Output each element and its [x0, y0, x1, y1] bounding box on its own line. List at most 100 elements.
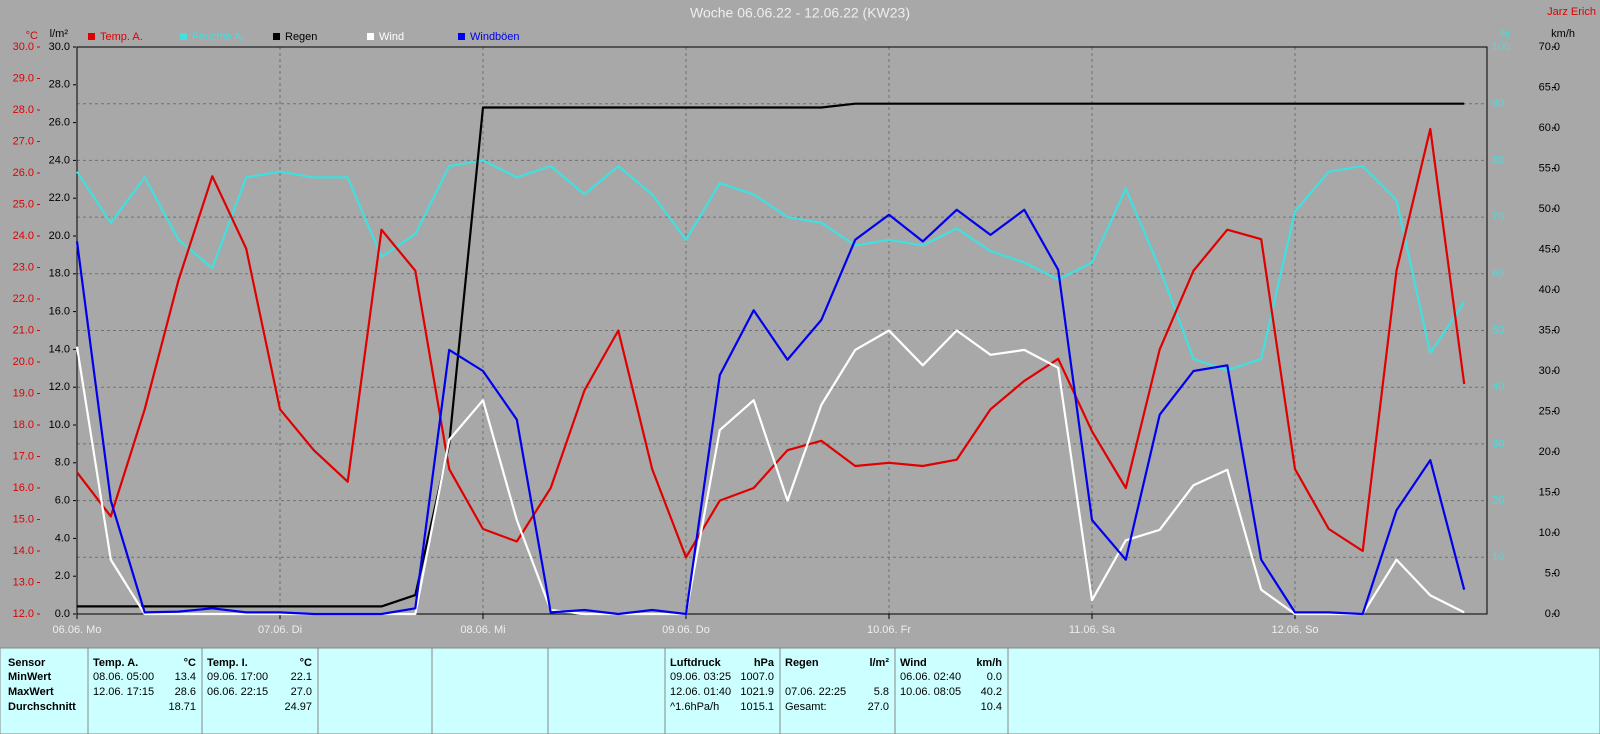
yticks-label: 25.0 — [13, 198, 34, 210]
series-line — [76, 159, 1466, 372]
x-tick-label: 07.06. Di — [258, 624, 302, 636]
yticks-label: 23.0 — [13, 261, 34, 273]
legend-label: Windböen — [470, 31, 520, 43]
cell-label: 09.06. 17:00 — [207, 671, 268, 683]
y3-tick-label: 60 — [1492, 268, 1504, 280]
y3-tick-label: 10 — [1492, 551, 1504, 563]
y-axis-label: °C — [26, 30, 38, 42]
y3-tick-label: 100 — [1492, 41, 1510, 53]
cell-label: 12.06. 17:15 — [93, 686, 154, 698]
yticks-label: 17.0 — [13, 450, 34, 462]
plot-border — [76, 46, 1488, 615]
table-cell — [201, 647, 319, 734]
cell-label: ^1.6hPa/h — [670, 701, 719, 713]
legend-label: Feuchte A. — [192, 31, 245, 43]
cell-value: 18.71 — [168, 701, 196, 713]
cell-value: 40.2 — [981, 686, 1002, 698]
y4ticks-label: 70.0 — [1539, 41, 1560, 53]
cell-label: 07.06. 22:25 — [785, 686, 846, 698]
y2ticks-label: 18.0 — [49, 268, 70, 280]
series-line — [75, 208, 1466, 616]
col-unit: km/h — [976, 657, 1002, 669]
table-cell — [894, 647, 1009, 734]
cell-label: 10.06. 08:05 — [900, 686, 961, 698]
cell-value: 5.8 — [874, 686, 889, 698]
cell-value: 1015.1 — [740, 701, 774, 713]
table-cell — [1007, 647, 1600, 734]
x-tick-label: 06.06. Mo — [53, 624, 102, 636]
y4ticks-label: 20.0 — [1539, 446, 1560, 458]
y4ticks-label: 65.0 — [1539, 81, 1560, 93]
cell-value: 27.0 — [291, 686, 312, 698]
row-label: MaxWert — [8, 686, 54, 698]
col-header: Luftdruck — [670, 657, 722, 669]
x-tick-label: 10.06. Fr — [867, 624, 911, 636]
cell-label: 08.06. 05:00 — [93, 671, 154, 683]
col-header: Wind — [900, 657, 927, 669]
legend-label: Wind — [379, 31, 404, 43]
y3-tick-label: 80 — [1492, 154, 1504, 166]
yticks-label: 28.0 — [13, 104, 34, 116]
row-label: Durchschnitt — [8, 701, 76, 713]
y2ticks-label: 24.0 — [49, 154, 70, 166]
cell-label: 09.06. 03:25 — [670, 671, 731, 683]
y4ticks-label: 55.0 — [1539, 162, 1560, 174]
cell-label: Gesamt: — [785, 701, 827, 713]
col-unit: hPa — [754, 657, 775, 669]
y3-tick-label: 50 — [1492, 324, 1504, 336]
y3-tick-label: 40 — [1492, 381, 1504, 393]
legend-swatch — [88, 33, 95, 40]
table-cell — [779, 647, 896, 734]
y2ticks-label: 28.0 — [49, 79, 70, 91]
x-tick-label: 12.06. So — [1271, 624, 1318, 636]
y4ticks-label: 40.0 — [1539, 284, 1560, 296]
x-tick-label: 11.06. Sa — [1069, 624, 1116, 636]
yticks-label: 22.0 — [13, 293, 34, 305]
y2ticks-label: 6.0 — [55, 495, 70, 507]
legend-swatch — [180, 33, 187, 40]
yticks-label: 24.0 — [13, 230, 34, 242]
y3-tick-label: 90 — [1492, 98, 1504, 110]
row-label: MinWert — [8, 671, 52, 683]
cell-value: 10.4 — [981, 701, 1002, 713]
yticks-label: 21.0 — [13, 324, 34, 336]
cell-value: 28.6 — [175, 686, 196, 698]
legend-swatch — [367, 33, 374, 40]
col-unit: l/m² — [869, 657, 889, 669]
col-unit: °C — [300, 657, 312, 669]
y2-axis-label: l/m² — [50, 28, 69, 40]
yticks-label: 16.0 — [13, 482, 34, 494]
y2ticks-label: 12.0 — [49, 381, 70, 393]
cell-label: 06.06. 02:40 — [900, 671, 961, 683]
yticks-label: 18.0 — [13, 419, 34, 431]
cell-value: 0.0 — [987, 671, 1002, 683]
table-cell — [547, 647, 666, 734]
yticks-label: 27.0 — [13, 135, 34, 147]
yticks-label: 14.0 — [13, 545, 34, 557]
cell-value: 24.97 — [284, 701, 312, 713]
cell-value: 1007.0 — [740, 671, 774, 683]
x-tick-label: 08.06. Mi — [460, 624, 505, 636]
y2ticks-label: 4.0 — [55, 532, 70, 544]
legend-label: Regen — [285, 31, 317, 43]
col-header: Temp. A. — [93, 657, 138, 669]
table-cell — [0, 647, 89, 734]
y3-tick-label: 70 — [1492, 211, 1504, 223]
cell-value: 13.4 — [175, 671, 196, 683]
series-line — [76, 127, 1466, 559]
yticks-label: 20.0 — [13, 356, 34, 368]
y3-axis-label: % — [1500, 28, 1510, 40]
y4ticks-label: 60.0 — [1539, 122, 1560, 134]
legend-swatch — [273, 33, 280, 40]
y2ticks-label: 30.0 — [49, 41, 70, 53]
y3-tick-label: 20 — [1492, 495, 1504, 507]
table-cell — [317, 647, 433, 734]
yticks-label: 13.0 — [13, 576, 34, 588]
y2ticks-label: 2.0 — [55, 570, 70, 582]
y2ticks-label: 20.0 — [49, 230, 70, 242]
yticks-label: 30.0 — [13, 41, 34, 53]
y2ticks-label: 14.0 — [49, 343, 70, 355]
legend-swatch — [458, 33, 465, 40]
y4ticks-label: 45.0 — [1539, 243, 1560, 255]
cell-value: 1021.9 — [740, 686, 774, 698]
